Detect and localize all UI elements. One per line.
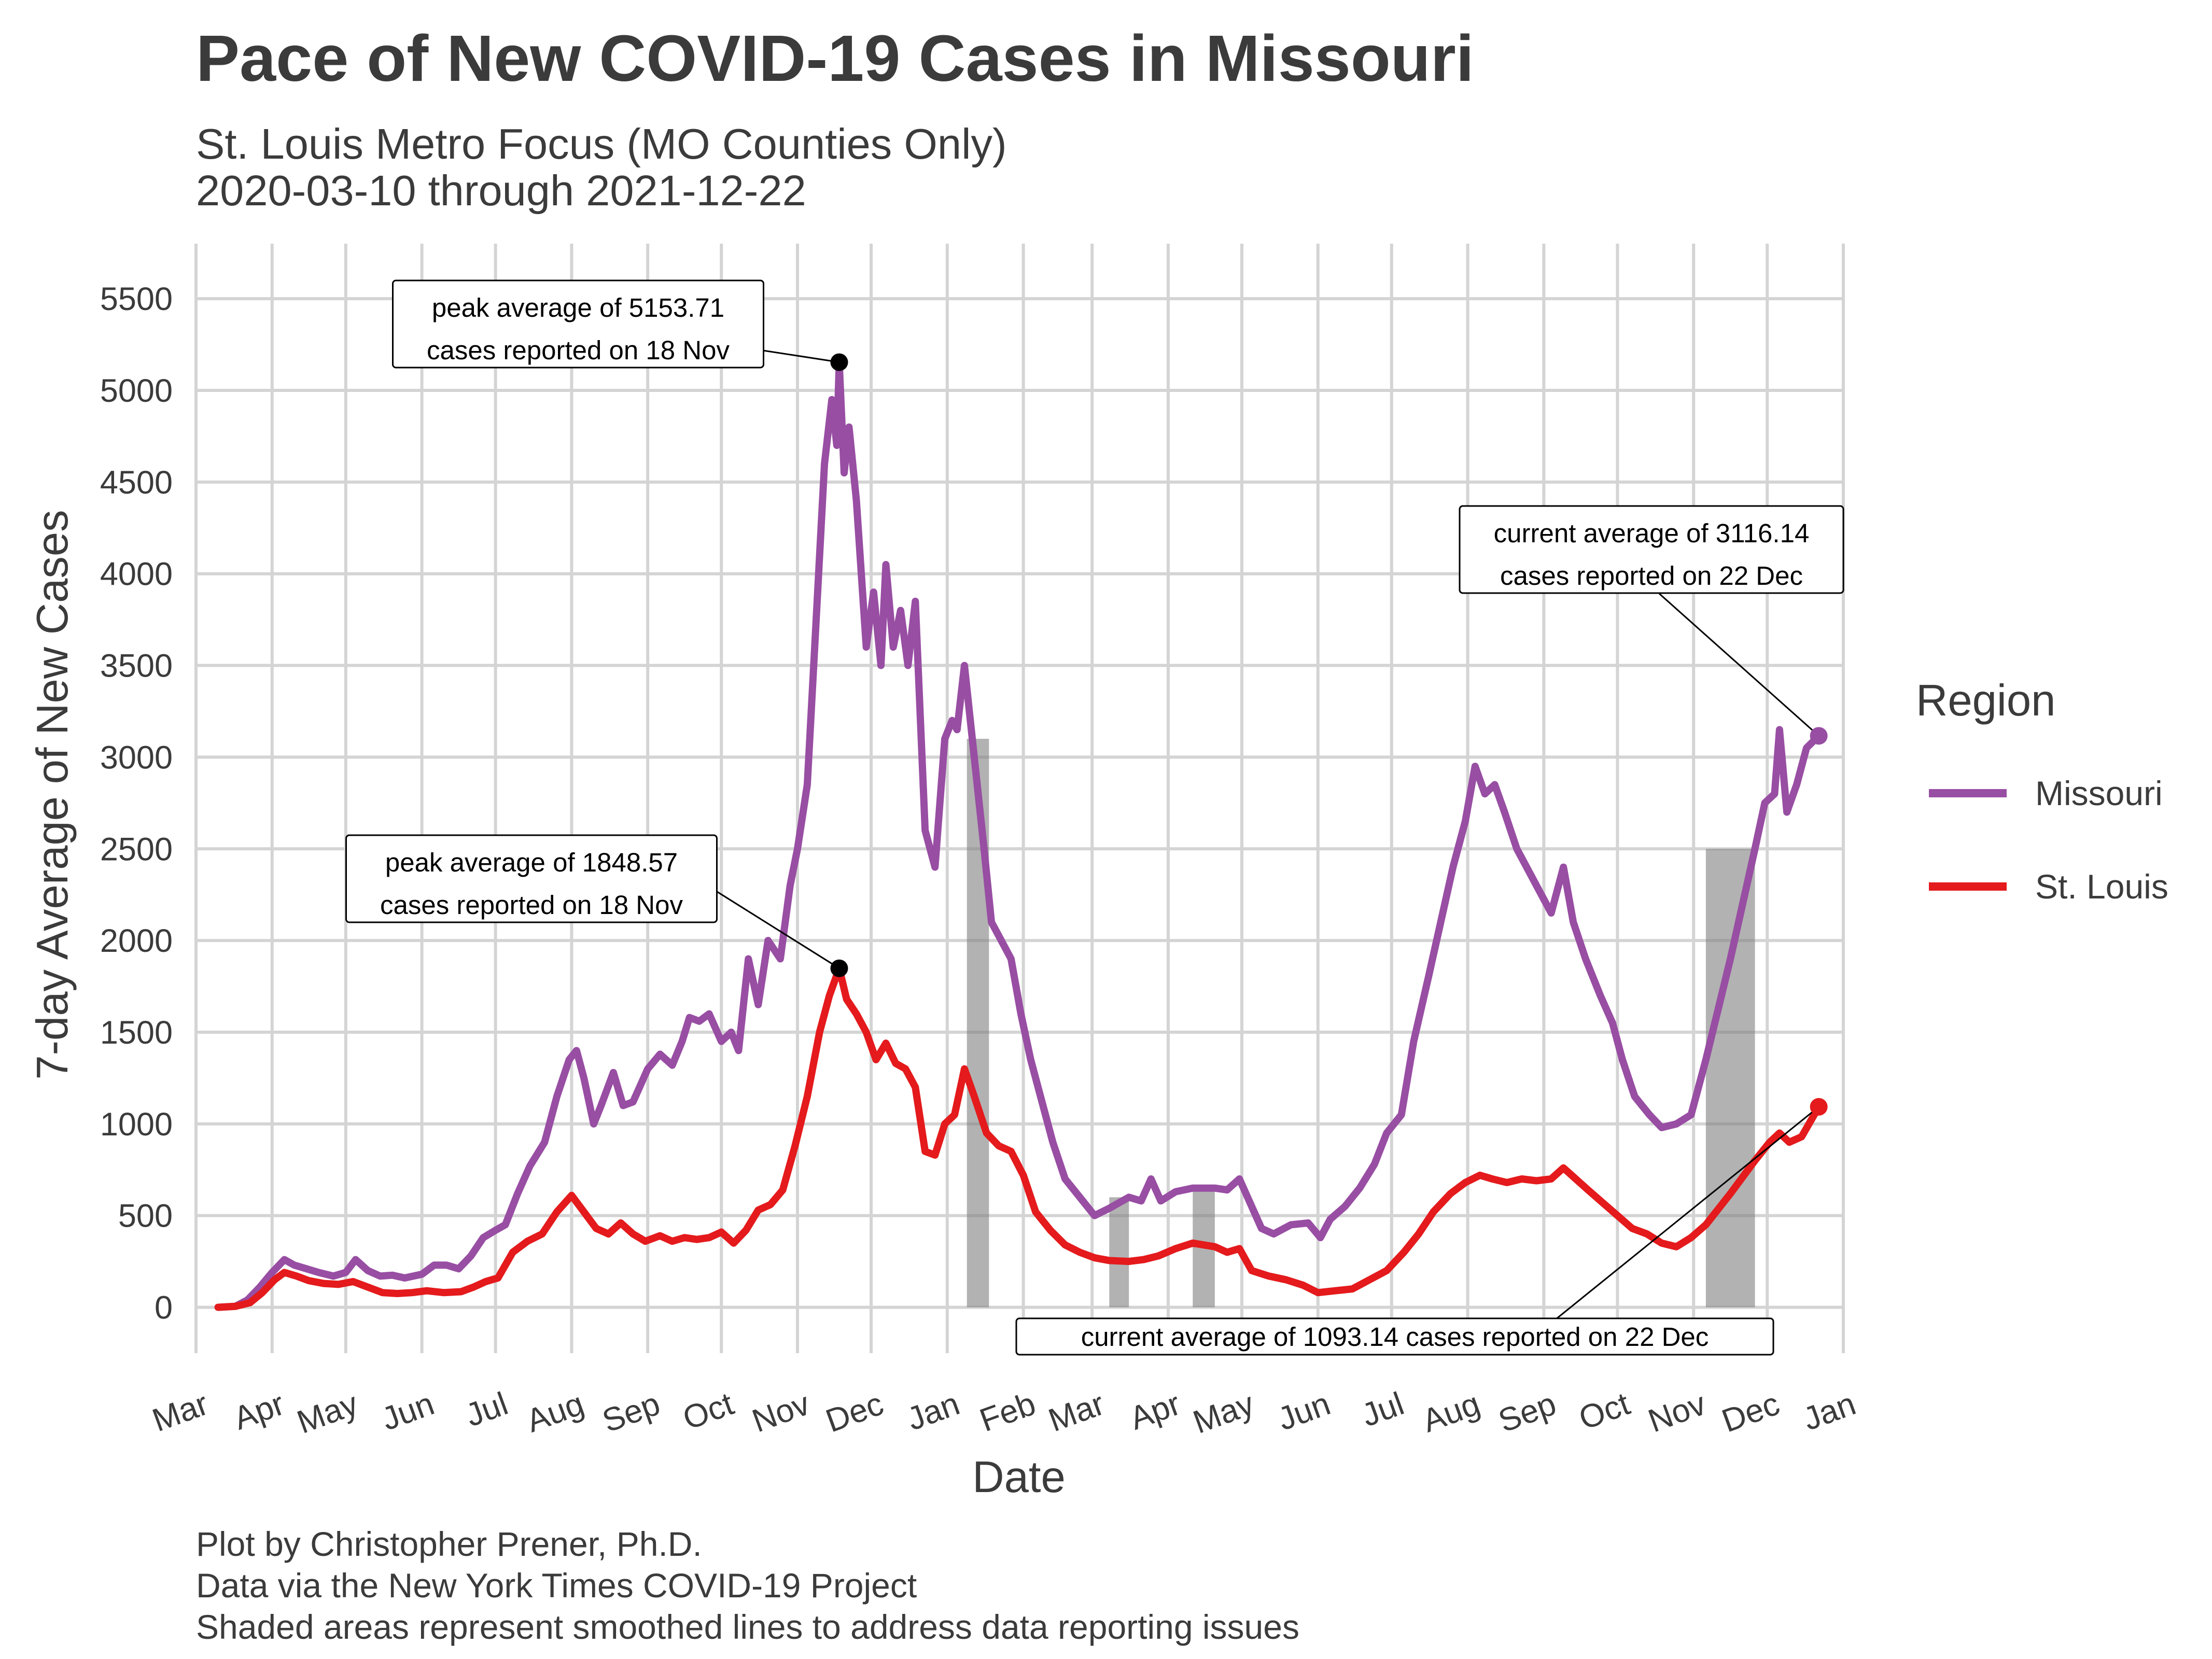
legend-label: St. Louis (2035, 867, 2168, 906)
annotation-text: cases reported on 18 Nov (380, 890, 683, 920)
legend: Region Missouri St. Louis (1916, 676, 2168, 906)
x-axis-title: Date (972, 1453, 1066, 1502)
annotation-leader (1555, 1106, 1819, 1320)
x-tick-label: Jul (461, 1385, 513, 1433)
gridlines (194, 244, 1845, 1353)
annotations: peak average of 5153.71 cases reported on… (345, 279, 1844, 1356)
x-tick-label: Jan (902, 1385, 964, 1438)
annotation-point (1810, 727, 1828, 745)
y-tick-label: 2500 (100, 831, 173, 867)
annotation-box (1015, 1317, 1774, 1356)
shaded-periods (967, 739, 1755, 1307)
legend-label: Missouri (2035, 774, 2163, 812)
shaded-period (1109, 1197, 1129, 1307)
y-tick-labels: 0 500 1000 1500 2000 2500 3000 3500 4000 4500 5000… (100, 281, 173, 1326)
annotation-text: cases reported on 18 Nov (427, 335, 730, 365)
x-tick-label: Sep (1494, 1385, 1561, 1439)
x-tick-label: Apr (229, 1385, 289, 1437)
chart-subtitle-line1: St. Louis Metro Focus (MO Counties Only) (196, 120, 1007, 168)
annotation-leader (1659, 593, 1819, 737)
y-tick-label: 1500 (100, 1015, 173, 1051)
y-tick-label: 0 (155, 1290, 173, 1326)
caption-line1: Plot by Christopher Prener, Ph.D. (196, 1525, 702, 1563)
annotation-point (830, 353, 848, 371)
series-line-missouri (214, 358, 1823, 1311)
x-tick-label: Mar (1044, 1385, 1109, 1439)
caption-line2: Data via the New York Times COVID-19 Pro… (196, 1566, 917, 1605)
series-line-st-louis (214, 964, 1823, 1311)
x-tick-label: Nov (748, 1385, 815, 1439)
shaded-period (1705, 849, 1755, 1307)
annotation-point (1810, 1098, 1828, 1116)
x-tick-label: Mar (148, 1385, 213, 1439)
x-tick-label: Jul (1357, 1385, 1409, 1433)
annotation-leader (712, 888, 840, 969)
legend-title: Region (1916, 676, 2055, 725)
x-tick-labels: Mar Apr May Jun Jul Aug Sep Oct Nov Dec Jan Feb Mar A… (148, 1385, 1860, 1441)
annotation-leader (759, 349, 839, 363)
annotation-point (830, 959, 848, 977)
y-axis-title: 7-day Average of New Cases (28, 510, 77, 1079)
y-tick-label: 1000 (100, 1106, 173, 1143)
x-tick-label: Oct (678, 1385, 739, 1437)
x-tick-label: Aug (1418, 1385, 1485, 1439)
chart-subtitle-line2: 2020-03-10 through 2021-12-22 (196, 166, 806, 215)
annotation-text: peak average of 1848.57 (385, 848, 678, 877)
series-lines (214, 358, 1823, 1311)
x-tick-label: Jan (1798, 1385, 1860, 1438)
y-tick-label: 5500 (100, 281, 173, 317)
x-tick-label: Sep (598, 1385, 665, 1439)
x-tick-label: Apr (1125, 1385, 1185, 1437)
y-tick-label: 3500 (100, 648, 173, 684)
annotation-box (392, 279, 764, 369)
annotation-box (1459, 505, 1844, 594)
x-tick-label: Nov (1644, 1385, 1711, 1439)
x-tick-label: Aug (522, 1385, 589, 1439)
x-tick-label: Dec (1717, 1385, 1784, 1439)
x-tick-label: Jun (377, 1385, 439, 1438)
y-tick-label: 4000 (100, 556, 173, 593)
annotation-box (345, 834, 718, 923)
caption-line3: Shaded areas represent smoothed lines to… (196, 1608, 1299, 1646)
chart-title: Pace of New COVID-19 Cases in Missouri (196, 22, 1474, 95)
y-tick-label: 2000 (100, 923, 173, 959)
y-tick-label: 500 (118, 1198, 173, 1234)
x-tick-label: May (1188, 1385, 1259, 1441)
x-tick-label: May (292, 1385, 363, 1441)
x-tick-label: Jun (1273, 1385, 1335, 1438)
x-tick-label: Dec (821, 1385, 888, 1439)
y-tick-label: 3000 (100, 739, 173, 776)
y-tick-label: 5000 (100, 373, 173, 409)
x-tick-label: Feb (975, 1385, 1040, 1439)
annotation-text: cases reported on 22 Dec (1500, 561, 1803, 591)
annotation-text: current average of 3116.14 (1494, 518, 1810, 548)
x-tick-label: Oct (1574, 1385, 1635, 1437)
annotation-text: peak average of 5153.71 (432, 293, 724, 322)
annotation-text: current average of 1093.14 cases reporte… (1081, 1322, 1709, 1352)
y-tick-label: 4500 (100, 465, 173, 501)
